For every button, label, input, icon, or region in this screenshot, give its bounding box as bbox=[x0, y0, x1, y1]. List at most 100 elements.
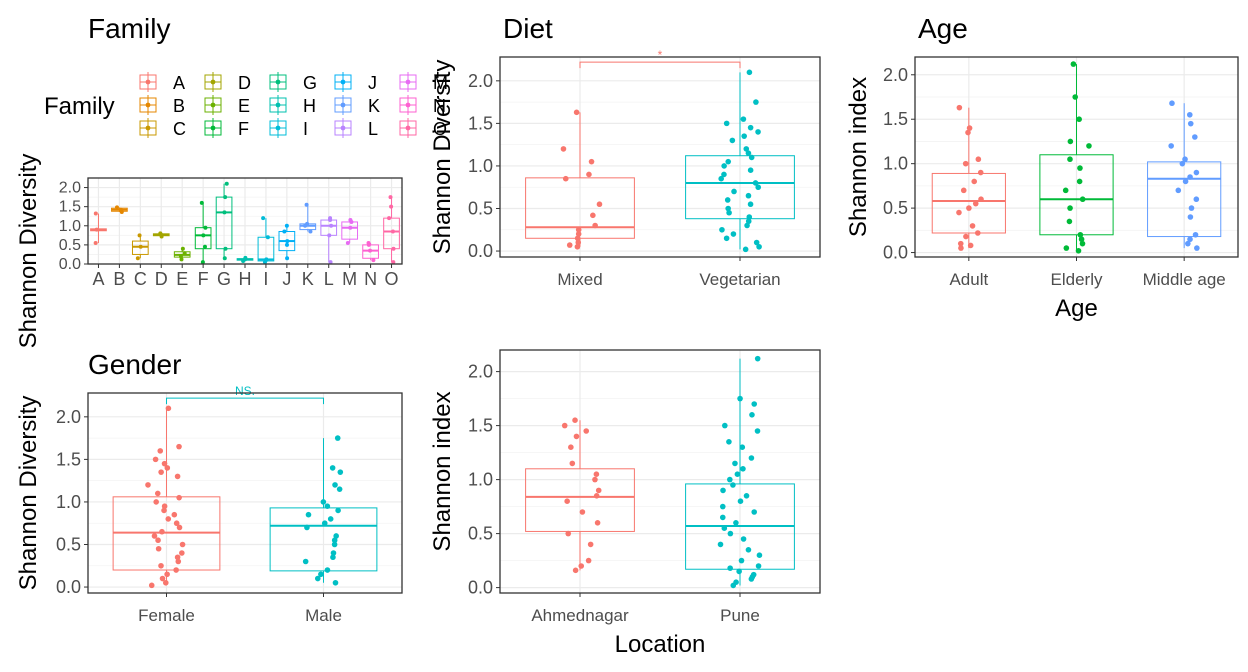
data-point bbox=[158, 231, 163, 236]
data-point bbox=[725, 158, 732, 165]
data-point bbox=[755, 129, 761, 135]
data-point bbox=[573, 433, 580, 440]
y-axis-label: Shannon Diversity bbox=[15, 154, 42, 349]
data-point bbox=[94, 227, 99, 232]
data-point bbox=[1168, 143, 1174, 149]
data-point bbox=[321, 520, 328, 527]
data-point bbox=[308, 229, 313, 234]
data-point bbox=[733, 579, 739, 585]
data-point bbox=[202, 244, 207, 249]
data-point bbox=[157, 448, 164, 454]
legend-entry-O: O bbox=[399, 118, 447, 139]
data-point bbox=[1077, 231, 1084, 238]
legend-entry-A: A bbox=[139, 72, 185, 93]
data-point bbox=[725, 205, 731, 212]
data-point bbox=[162, 579, 169, 586]
data-point bbox=[1067, 205, 1073, 211]
legend-label: N bbox=[433, 96, 446, 116]
data-point bbox=[176, 524, 183, 531]
legend-key-point bbox=[145, 125, 151, 131]
data-point bbox=[164, 571, 170, 578]
chart-title: Gender bbox=[88, 349, 181, 380]
data-point bbox=[753, 239, 760, 246]
data-point bbox=[737, 498, 744, 505]
data-point bbox=[731, 188, 737, 195]
x-tick-label: C bbox=[134, 269, 147, 289]
data-point bbox=[201, 233, 206, 238]
data-point bbox=[304, 524, 310, 531]
data-point bbox=[734, 471, 741, 478]
data-point bbox=[730, 482, 736, 488]
data-point bbox=[595, 487, 602, 494]
data-point bbox=[1194, 245, 1200, 251]
data-point bbox=[756, 243, 762, 250]
data-point bbox=[345, 240, 350, 245]
data-point bbox=[977, 169, 984, 176]
data-point bbox=[561, 422, 568, 429]
data-point bbox=[391, 260, 396, 265]
box-Ahmednagar bbox=[525, 417, 635, 574]
y-axis-label: Shannon index bbox=[429, 391, 456, 551]
data-point bbox=[318, 571, 324, 578]
x-tick-label: A bbox=[92, 269, 104, 289]
box-I bbox=[257, 216, 275, 265]
data-point bbox=[956, 104, 963, 111]
x-tick-label: F bbox=[198, 269, 209, 289]
data-point bbox=[145, 482, 151, 488]
box-iqr bbox=[685, 155, 795, 220]
x-tick-label: N bbox=[364, 269, 377, 289]
data-point bbox=[574, 243, 581, 250]
data-point bbox=[747, 201, 754, 208]
x-tick-label: G bbox=[217, 269, 231, 289]
y-tick-label: 0.0 bbox=[59, 256, 81, 273]
legend-key-point bbox=[275, 79, 281, 85]
data-point bbox=[330, 550, 337, 556]
data-point bbox=[745, 192, 752, 199]
panel-border bbox=[87, 177, 403, 265]
x-tick-label: Pune bbox=[720, 606, 760, 625]
data-point bbox=[967, 242, 974, 249]
data-point bbox=[1175, 187, 1182, 194]
legend-key-point bbox=[210, 125, 216, 131]
data-point bbox=[161, 503, 168, 509]
data-point bbox=[265, 235, 270, 240]
data-point bbox=[745, 150, 752, 156]
gridlines bbox=[88, 178, 402, 265]
x-tick-label: E bbox=[176, 269, 188, 289]
y-tick-label: 0.5 bbox=[468, 524, 493, 544]
legend-label: H bbox=[303, 96, 316, 116]
legend-label: K bbox=[368, 96, 380, 116]
box-Mixed bbox=[525, 109, 635, 250]
data-point bbox=[733, 520, 739, 526]
legend-key-point bbox=[340, 102, 346, 108]
data-point bbox=[223, 195, 228, 200]
panel-diet: Diet 0.0 0.5 1.0 1.5 2.0 Shannon Diversity Mixe… bbox=[429, 13, 821, 289]
y-tick-label: 0.0 bbox=[468, 578, 493, 598]
legend-label: M bbox=[433, 73, 448, 93]
data-point bbox=[1067, 156, 1073, 163]
panel-location: 0.0 0.5 1.0 1.5 2.0 Shannon index Ahmednagar Pu… bbox=[429, 349, 821, 658]
bracket-line bbox=[166, 397, 324, 405]
data-point bbox=[164, 465, 171, 471]
data-point bbox=[560, 146, 567, 152]
chart-title: Age bbox=[918, 13, 968, 44]
data-point bbox=[727, 530, 734, 537]
legend-key-point bbox=[275, 102, 281, 108]
data-point bbox=[726, 439, 732, 445]
legend-entry-D: D bbox=[204, 72, 251, 93]
box-N bbox=[362, 240, 379, 263]
data-point bbox=[978, 196, 984, 203]
data-point bbox=[755, 184, 762, 191]
data-point bbox=[176, 494, 182, 501]
data-point bbox=[314, 575, 321, 582]
data-point bbox=[971, 178, 978, 185]
data-point bbox=[723, 235, 730, 242]
data-point bbox=[1187, 120, 1194, 127]
data-point bbox=[1185, 240, 1191, 247]
legend-key-point bbox=[340, 79, 346, 85]
box-H bbox=[236, 255, 254, 263]
data-point bbox=[180, 246, 185, 251]
data-point bbox=[743, 146, 750, 152]
data-point bbox=[958, 245, 964, 251]
